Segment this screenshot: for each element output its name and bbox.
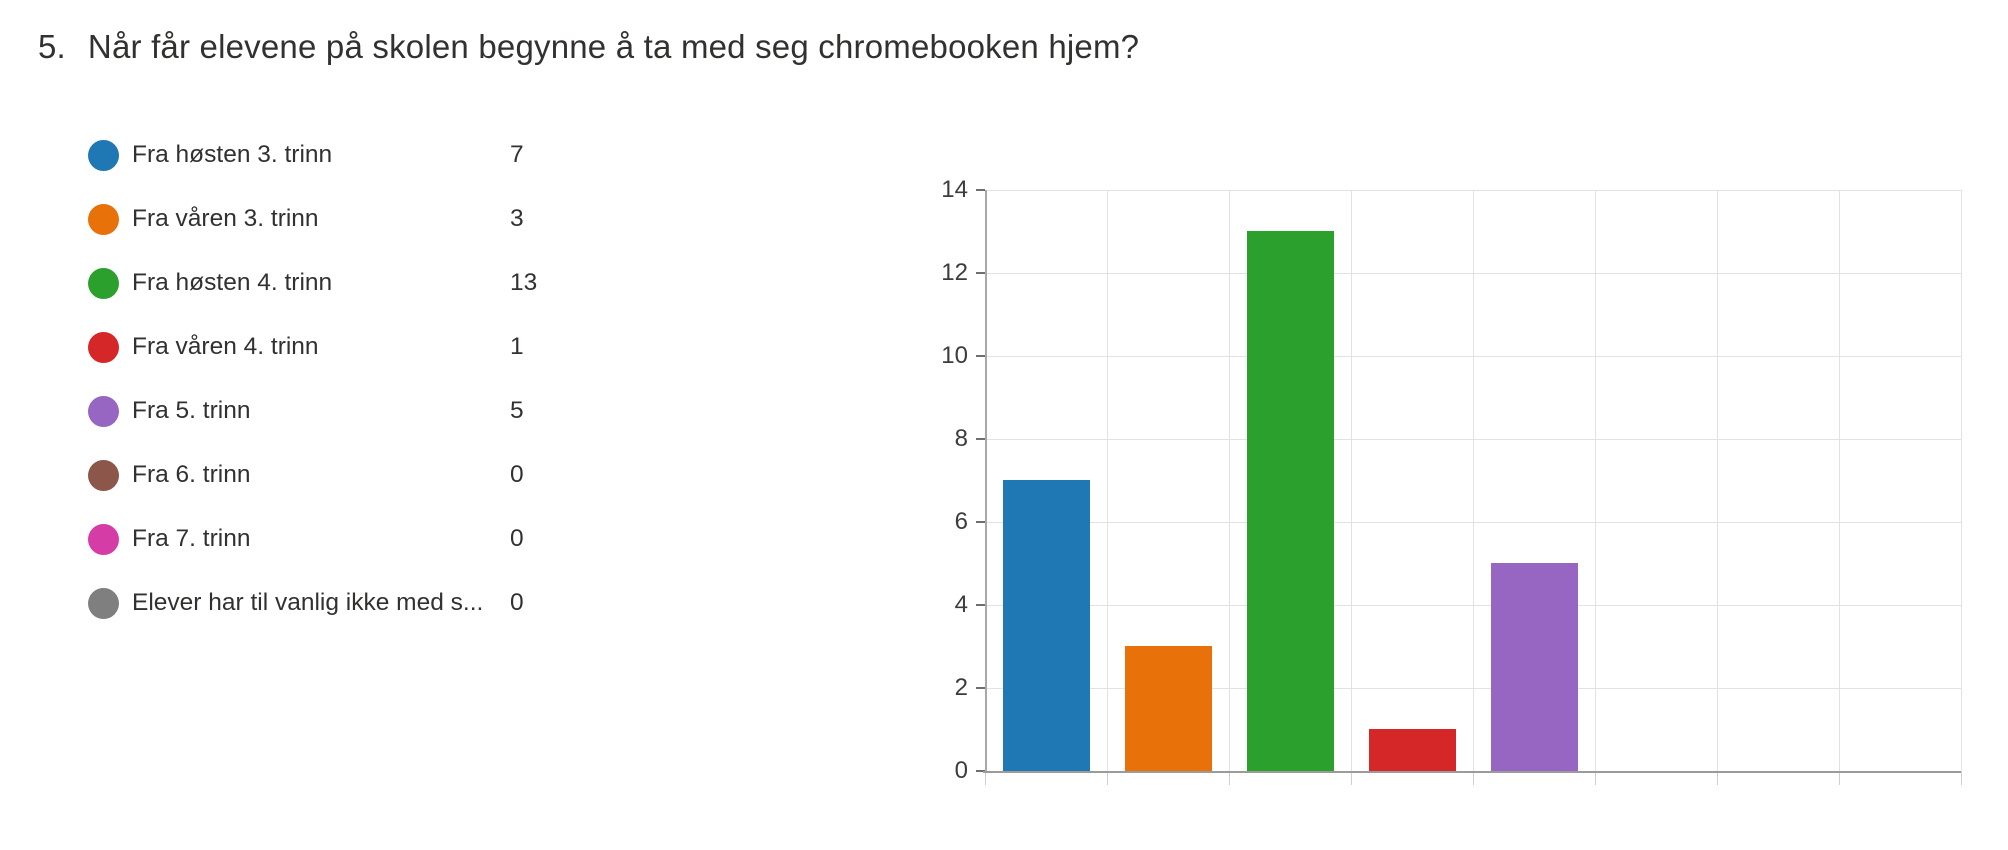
legend-item-count: 0 <box>510 589 524 616</box>
legend-color-dot-icon <box>88 459 119 491</box>
bar-2 <box>1125 646 1212 771</box>
legend-color-dot-icon <box>88 395 119 427</box>
y-axis-tick-label: 2 <box>954 674 968 701</box>
legend-item: Fra 5. trinn 5 <box>88 379 588 443</box>
legend-item-count: 5 <box>510 397 524 424</box>
legend-item-count: 1 <box>510 333 524 360</box>
x-axis-tick <box>1839 771 1840 785</box>
vertical-gridline <box>1595 190 1596 771</box>
x-axis-tick <box>985 771 986 785</box>
y-axis-tick-label: 12 <box>941 259 968 286</box>
y-axis-tick-label: 14 <box>941 176 968 203</box>
legend-item-label: Fra våren 4. trinn <box>132 333 319 360</box>
y-axis-tick-label: 4 <box>954 591 968 618</box>
legend-color-dot-icon <box>88 331 119 363</box>
legend-item-label: Fra 5. trinn <box>132 397 251 424</box>
y-axis-tick <box>976 770 985 772</box>
y-axis-tick <box>976 604 985 606</box>
bar-1 <box>1003 480 1090 771</box>
legend-item-label: Fra høsten 3. trinn <box>132 141 333 168</box>
legend-item-count: 0 <box>510 525 524 552</box>
legend-item-label: Elever har til vanlig ikke med s... <box>132 589 484 616</box>
x-axis-tick <box>1473 771 1474 785</box>
y-axis-tick <box>976 687 985 689</box>
x-axis-tick <box>1717 771 1718 785</box>
y-axis-tick <box>976 189 985 191</box>
legend-item: Fra våren 4. trinn 1 <box>88 315 588 379</box>
legend-color-dot-icon <box>88 203 119 235</box>
legend-item-count: 3 <box>510 205 524 232</box>
legend-item-label: Fra våren 3. trinn <box>132 205 319 232</box>
legend-color-dot-icon <box>88 523 119 555</box>
y-axis-tick <box>976 438 985 440</box>
x-axis-tick <box>1595 771 1596 785</box>
y-axis-tick <box>976 521 985 523</box>
legend-color-dot-icon <box>88 267 119 299</box>
legend-item-count: 13 <box>510 269 538 296</box>
vertical-gridline <box>1717 190 1718 771</box>
vertical-gridline <box>1473 190 1474 771</box>
y-axis-tick-label: 0 <box>954 757 968 784</box>
vertical-gridline <box>1107 190 1108 771</box>
y-axis-tick-label: 10 <box>941 342 968 369</box>
question-title-row: 5. Når får elevene på skolen begynne å t… <box>38 24 1139 70</box>
bar-4 <box>1369 729 1456 771</box>
vertical-gridline <box>1839 190 1840 771</box>
chart-legend: Fra høsten 3. trinn 7 Fra våren 3. trinn 3 F… <box>88 123 588 635</box>
bar-5 <box>1491 563 1578 771</box>
legend-item: Fra 7. trinn 0 <box>88 507 588 571</box>
question-title: Når får elevene på skolen begynne å ta m… <box>87 28 1140 65</box>
question-number: 5. <box>38 28 66 65</box>
legend-item: Fra høsten 4. trinn 13 <box>88 251 588 315</box>
legend-item: Fra 6. trinn 0 <box>88 443 588 507</box>
x-axis-line <box>983 771 1961 773</box>
x-axis-tick <box>1351 771 1352 785</box>
vertical-gridline <box>1351 190 1352 771</box>
y-axis-tick-label: 6 <box>954 508 968 535</box>
x-axis-tick <box>1107 771 1108 785</box>
y-axis-tick <box>976 355 985 357</box>
legend-item: Fra våren 3. trinn 3 <box>88 187 588 251</box>
x-axis-tick <box>1229 771 1230 785</box>
legend-item-label: Fra 7. trinn <box>132 525 251 552</box>
vertical-gridline <box>1229 190 1230 771</box>
legend-item-label: Fra høsten 4. trinn <box>132 269 333 296</box>
legend-item: Fra høsten 3. trinn 7 <box>88 123 588 187</box>
x-axis-tick <box>1961 771 1962 785</box>
legend-item-count: 7 <box>510 141 524 168</box>
legend-item: Elever har til vanlig ikke med s... 0 <box>88 571 588 635</box>
y-axis-spine <box>985 190 987 771</box>
bar-3 <box>1247 231 1334 771</box>
vertical-gridline <box>1961 190 1962 771</box>
bar-chart-plot <box>976 189 1962 785</box>
y-axis-tick <box>976 272 985 274</box>
legend-item-label: Fra 6. trinn <box>132 461 251 488</box>
legend-color-dot-icon <box>88 139 119 171</box>
legend-item-count: 0 <box>510 461 524 488</box>
y-axis-tick-label: 8 <box>954 425 968 452</box>
legend-color-dot-icon <box>88 587 119 619</box>
